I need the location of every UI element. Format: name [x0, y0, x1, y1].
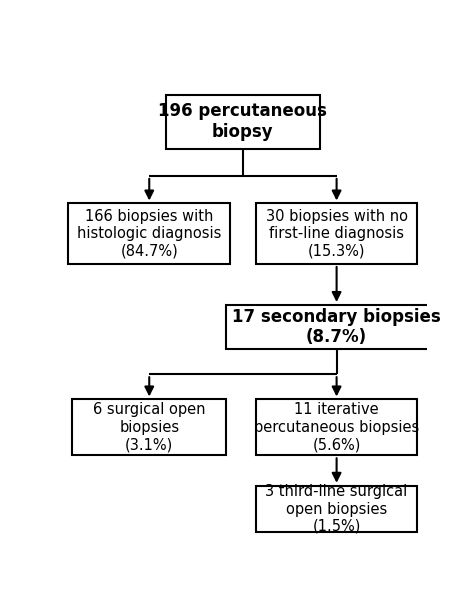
FancyBboxPatch shape	[68, 204, 230, 264]
Text: 11 iterative
percutaneous biopsies
(5.6%): 11 iterative percutaneous biopsies (5.6%…	[254, 402, 419, 452]
FancyBboxPatch shape	[256, 485, 418, 532]
FancyBboxPatch shape	[166, 95, 320, 148]
FancyBboxPatch shape	[227, 305, 447, 349]
Text: 30 biopsies with no
first-line diagnosis
(15.3%): 30 biopsies with no first-line diagnosis…	[265, 209, 408, 259]
FancyBboxPatch shape	[256, 204, 418, 264]
Text: 17 secondary biopsies
(8.7%): 17 secondary biopsies (8.7%)	[232, 308, 441, 347]
Text: 196 percutaneous
biopsy: 196 percutaneous biopsy	[158, 102, 328, 141]
Text: 6 surgical open
biopsies
(3.1%): 6 surgical open biopsies (3.1%)	[93, 402, 206, 452]
Text: 3 third-line surgical
open biopsies
(1.5%): 3 third-line surgical open biopsies (1.5…	[265, 484, 408, 534]
FancyBboxPatch shape	[72, 399, 227, 455]
FancyBboxPatch shape	[256, 399, 418, 455]
Text: 166 biopsies with
histologic diagnosis
(84.7%): 166 biopsies with histologic diagnosis (…	[77, 209, 221, 259]
